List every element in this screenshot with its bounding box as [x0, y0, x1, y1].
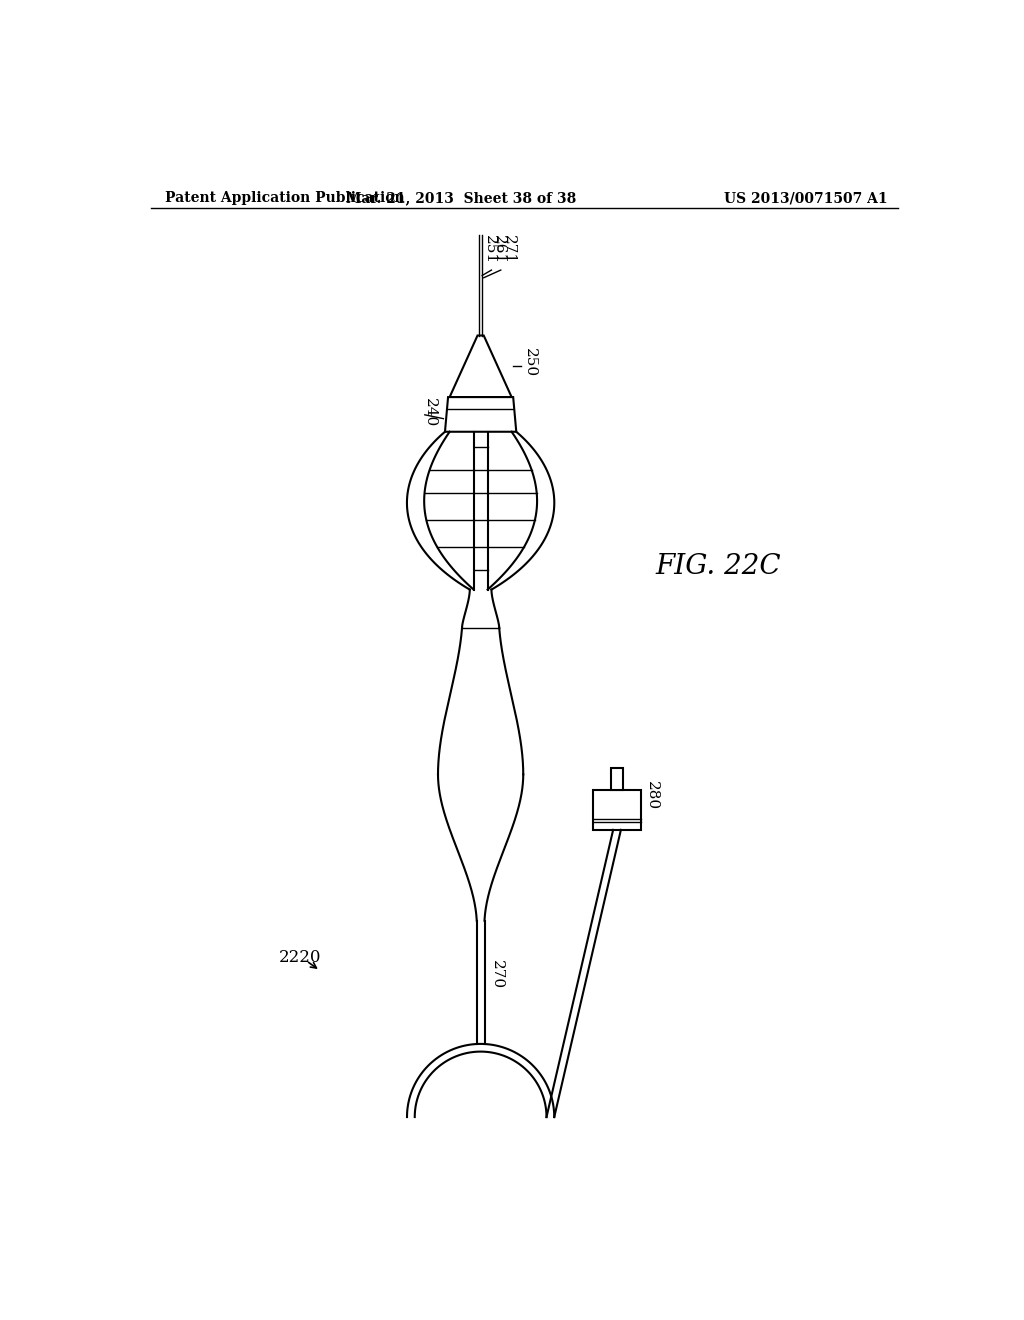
Text: US 2013/0071507 A1: US 2013/0071507 A1 — [724, 191, 888, 206]
Text: 250: 250 — [522, 348, 537, 378]
Text: 240: 240 — [423, 397, 436, 428]
Text: 270: 270 — [489, 960, 504, 989]
Polygon shape — [445, 397, 516, 432]
Text: 2220: 2220 — [280, 949, 322, 966]
Text: 261: 261 — [493, 235, 506, 264]
Text: 280: 280 — [645, 781, 658, 810]
Text: FIG. 22C: FIG. 22C — [655, 553, 780, 579]
Bar — [593, 789, 641, 830]
Text: Mar. 21, 2013  Sheet 38 of 38: Mar. 21, 2013 Sheet 38 of 38 — [346, 191, 577, 206]
Text: Patent Application Publication: Patent Application Publication — [165, 191, 404, 206]
Text: 251: 251 — [483, 235, 497, 264]
Text: 271: 271 — [502, 235, 515, 264]
Polygon shape — [450, 335, 512, 397]
Bar — [611, 768, 624, 789]
